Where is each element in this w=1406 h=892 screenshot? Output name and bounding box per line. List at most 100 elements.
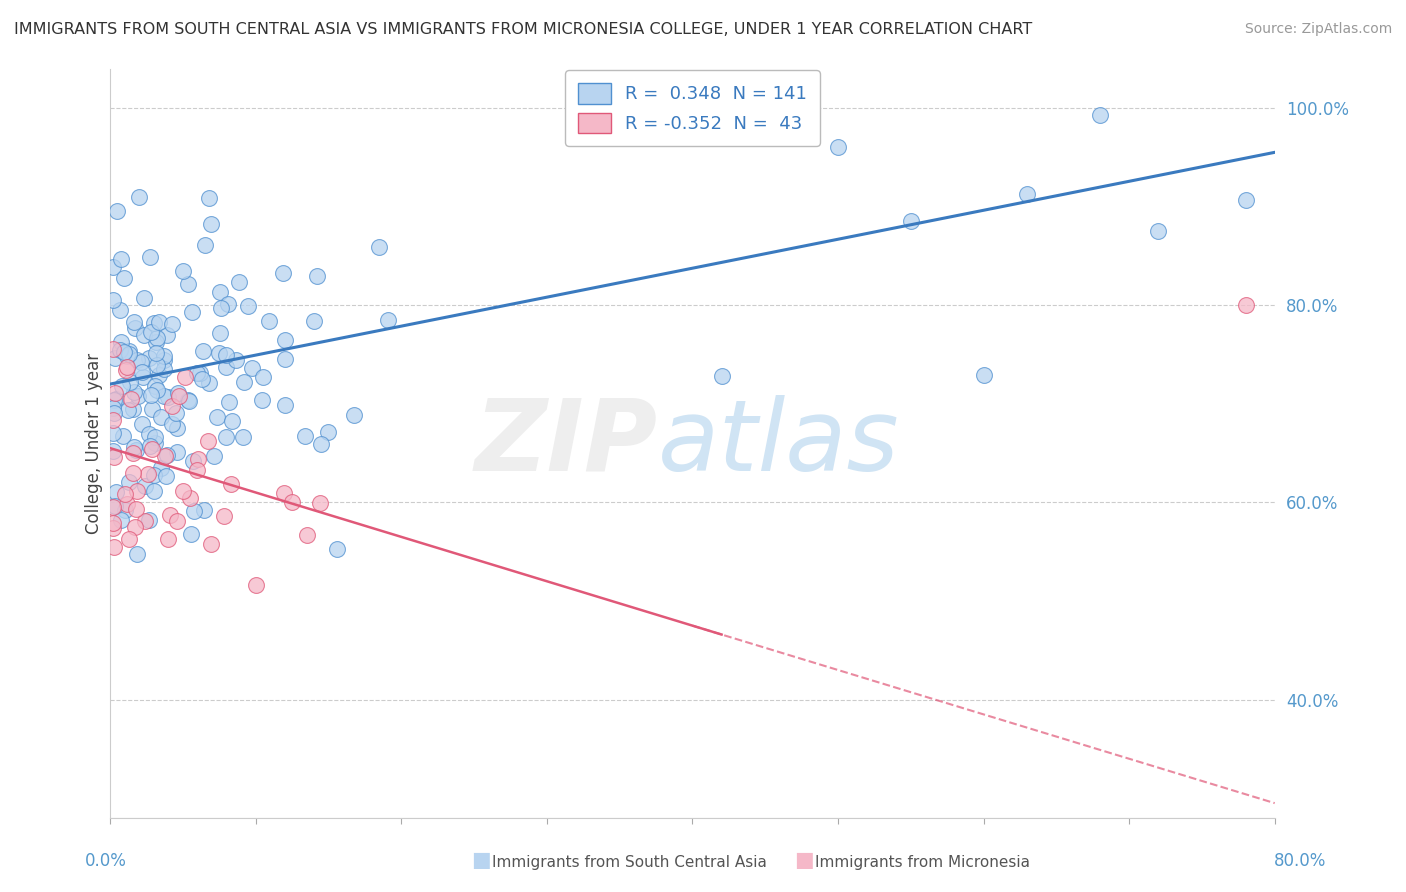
Point — [132, 369, 155, 384]
Point — [205, 409, 228, 424]
Point — [110, 513, 132, 527]
Point — [274, 351, 297, 366]
Point — [827, 140, 849, 154]
Point — [148, 368, 170, 382]
Point — [240, 360, 263, 375]
Point — [202, 449, 225, 463]
Point — [228, 275, 250, 289]
Point — [122, 440, 145, 454]
Text: Immigrants from Micronesia: Immigrants from Micronesia — [815, 855, 1031, 870]
Point — [146, 358, 169, 372]
Point — [101, 342, 124, 356]
Point — [112, 345, 135, 359]
Point — [165, 406, 187, 420]
Point — [208, 285, 231, 300]
Text: ■: ■ — [794, 850, 814, 870]
Point — [377, 313, 399, 327]
Point — [143, 467, 166, 482]
Point — [710, 369, 733, 384]
Point — [308, 496, 330, 510]
Point — [250, 393, 273, 408]
Point — [104, 499, 127, 513]
Point — [1088, 108, 1111, 122]
Point — [193, 502, 215, 516]
Point — [257, 314, 280, 328]
Point — [900, 213, 922, 227]
Point — [169, 389, 191, 403]
Point — [131, 365, 153, 379]
Point — [167, 386, 190, 401]
Point — [125, 502, 148, 516]
Point — [153, 449, 176, 463]
Text: Source: ZipAtlas.com: Source: ZipAtlas.com — [1244, 22, 1392, 37]
Point — [146, 384, 169, 398]
Point — [252, 369, 274, 384]
Point — [132, 292, 155, 306]
Point — [197, 376, 219, 391]
Point — [215, 430, 238, 444]
Point — [149, 460, 172, 475]
Point — [114, 503, 136, 517]
Point — [160, 417, 183, 431]
Point — [111, 379, 134, 393]
Point — [209, 326, 232, 340]
Point — [104, 385, 127, 400]
Point — [104, 351, 127, 365]
Point — [118, 376, 141, 390]
Point — [177, 393, 200, 408]
Point — [273, 486, 295, 500]
Text: 0.0%: 0.0% — [84, 852, 127, 870]
Point — [127, 389, 149, 403]
Point — [245, 577, 267, 591]
Point — [110, 334, 132, 349]
Text: IMMIGRANTS FROM SOUTH CENTRAL ASIA VS IMMIGRANTS FROM MICRONESIA COLLEGE, UNDER : IMMIGRANTS FROM SOUTH CENTRAL ASIA VS IM… — [14, 22, 1032, 37]
Point — [153, 352, 176, 367]
Point — [129, 355, 152, 369]
Point — [112, 428, 135, 442]
Point — [110, 252, 132, 266]
Point — [325, 542, 347, 557]
Point — [125, 442, 148, 457]
Legend: R =  0.348  N = 141, R = -0.352  N =  43: R = 0.348 N = 141, R = -0.352 N = 43 — [565, 70, 820, 146]
Point — [124, 321, 146, 335]
Point — [142, 483, 165, 498]
Point — [155, 469, 177, 483]
Point — [110, 343, 132, 357]
Point — [318, 425, 340, 440]
Point — [1234, 193, 1257, 207]
Point — [101, 293, 124, 307]
Point — [197, 434, 219, 448]
Point — [177, 277, 200, 292]
Point — [103, 392, 125, 407]
Point — [141, 442, 163, 456]
Point — [215, 360, 238, 375]
Point — [177, 393, 200, 408]
Point — [117, 403, 139, 417]
Point — [172, 264, 194, 278]
Point — [122, 315, 145, 329]
Point — [138, 426, 160, 441]
Point — [121, 446, 143, 460]
Point — [307, 268, 329, 283]
Point — [139, 325, 162, 339]
Point — [166, 445, 188, 459]
Point — [127, 352, 149, 367]
Point — [271, 266, 294, 280]
Point — [141, 401, 163, 416]
Point — [157, 390, 180, 404]
Text: Immigrants from South Central Asia: Immigrants from South Central Asia — [492, 855, 768, 870]
Point — [343, 409, 366, 423]
Point — [225, 352, 247, 367]
Point — [215, 347, 238, 361]
Point — [221, 414, 243, 428]
Point — [212, 509, 235, 524]
Point — [219, 477, 242, 491]
Point — [145, 334, 167, 349]
Point — [179, 491, 201, 506]
Point — [143, 379, 166, 393]
Point — [120, 392, 142, 407]
Point — [311, 437, 333, 451]
Point — [145, 345, 167, 359]
Point — [101, 443, 124, 458]
Point — [180, 527, 202, 541]
